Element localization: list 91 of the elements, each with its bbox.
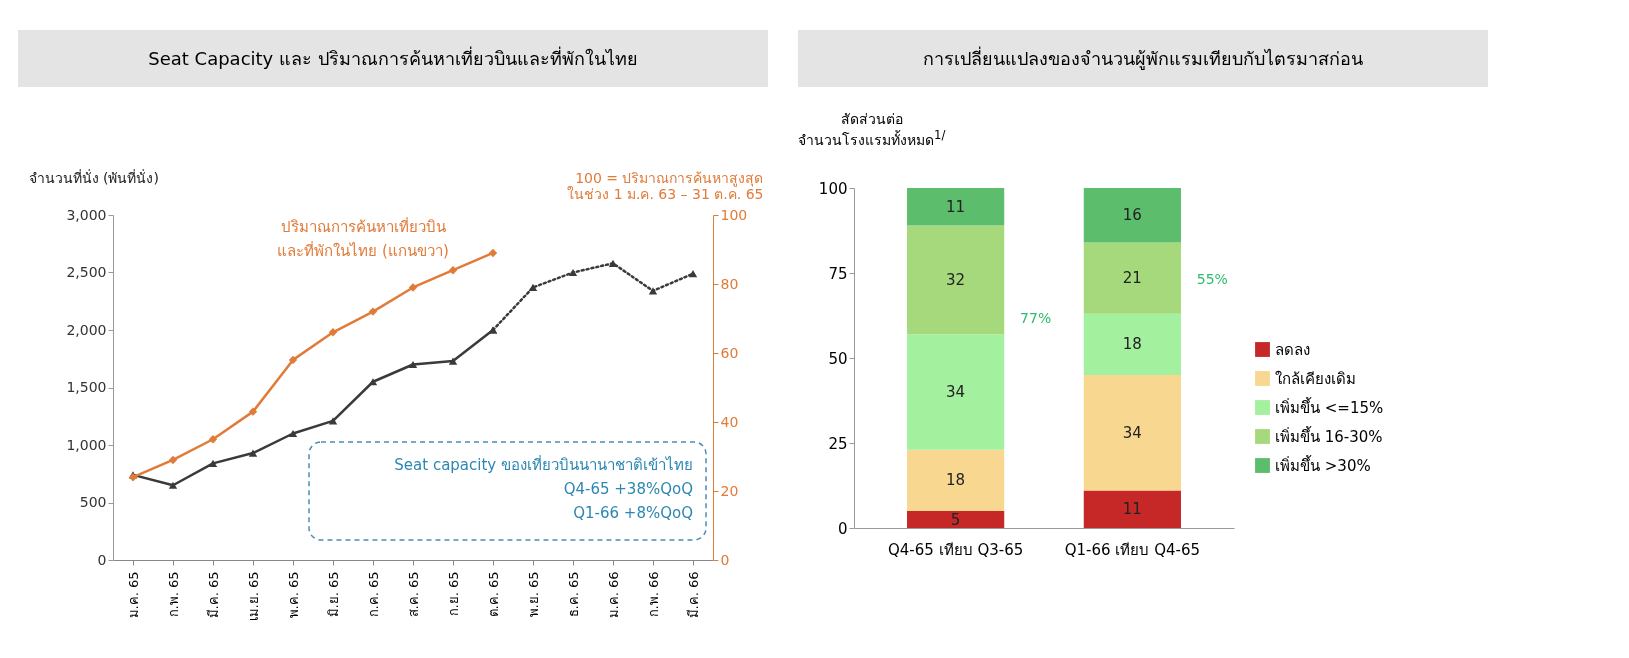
y-tick-label: 500: [79, 494, 107, 510]
y2-tick-label: 20: [720, 482, 739, 499]
y-tick-label: 0: [97, 551, 107, 568]
annotation: Q1-66 +8%QoQ: [573, 504, 693, 522]
bar: [907, 225, 1005, 335]
data-label: 18: [946, 471, 966, 490]
y2-tick-label: 60: [720, 344, 739, 361]
bar: [907, 334, 1005, 450]
y2-tick-label: 80: [720, 275, 739, 292]
x-tick-label: ม.ค. 66: [605, 571, 621, 619]
bar: [1083, 375, 1181, 491]
point: [568, 268, 578, 277]
y2-tick-label: 0: [720, 551, 730, 568]
x-tick-label: พ.ย. 65: [525, 571, 541, 618]
data-label: 32: [946, 270, 966, 289]
y-tick-label: 50: [828, 349, 848, 368]
point: [448, 266, 458, 275]
y-tick-label: 0: [837, 519, 848, 538]
y-tick-label: 100: [818, 179, 848, 198]
point: [168, 455, 178, 465]
x-tick-label: ก.ค. 65: [365, 571, 381, 618]
y2-tick-label: 100: [720, 206, 748, 223]
data-label: 34: [946, 383, 966, 401]
bar: [907, 188, 1005, 226]
point: [368, 378, 378, 386]
chart-title: Seat Capacity และ ปริมาณการค้นหาเที่ยวบินและที่พักในไทย: [18, 30, 768, 87]
point: [448, 357, 458, 365]
data-label: 11: [946, 197, 966, 216]
point: [288, 429, 298, 438]
data-label: 16: [1122, 206, 1142, 225]
legend-label: ลดลง: [1275, 340, 1310, 359]
x-tick-label: ส.ค. 65: [405, 571, 421, 618]
x-tick-label: ธ.ค. 65: [565, 571, 581, 618]
legend-label: เพิ่มขึ้น 16-30%: [1275, 425, 1383, 446]
x-tick-label: มิ.ย. 65: [325, 571, 341, 618]
point: [648, 287, 658, 295]
bar: [1083, 490, 1181, 528]
x-tick-label: พ.ค. 65: [285, 571, 301, 619]
point: [408, 283, 418, 292]
y-tick-label: 1,500: [66, 379, 107, 395]
point: [248, 449, 258, 457]
point: [208, 459, 218, 468]
x-tick-label: Q4-65 เทียบ Q3-65: [888, 540, 1024, 559]
annotation: Seat capacity ของเที่ยวบินนานาชาติเข้าไทย: [394, 454, 693, 474]
point: [688, 270, 698, 278]
legend-label: ใกล้เคียงเดิม: [1275, 369, 1356, 388]
point: [408, 360, 418, 369]
point: [368, 307, 378, 316]
y-tick-label: 1,000: [66, 436, 107, 453]
data-label: 18: [1122, 335, 1142, 354]
data-label: 34: [1122, 423, 1142, 442]
bar: [1083, 188, 1181, 243]
legend-label: เพิ่มขึ้น <=15%: [1275, 396, 1384, 417]
annotation: 55%: [1196, 270, 1228, 287]
data-label: 5: [950, 510, 961, 529]
y-tick-label: 2,000: [66, 321, 107, 338]
point: [248, 407, 258, 416]
x-tick-label: มี.ค. 66: [685, 571, 701, 619]
bar: [1083, 313, 1181, 375]
point: [208, 435, 218, 444]
x-tick-label: ม.ค. 65: [125, 571, 141, 619]
x-tick-label: ต.ค. 65: [485, 571, 501, 618]
chart-title: การเปลี่ยนแปลงของจำนวนผู้พักแรมเทียบกับไตรมาสก่อน: [798, 30, 1488, 87]
x-tick-label: ก.พ. 65: [165, 571, 181, 618]
point: [328, 328, 338, 337]
legend-label: เพิ่มขึ้น >30%: [1275, 454, 1371, 475]
x-tick-label: มี.ค. 65: [205, 571, 221, 619]
y-tick-label: 3,000: [66, 206, 107, 223]
point: [528, 283, 538, 292]
x-tick-label: Q1-66 เทียบ Q4-65: [1064, 540, 1200, 559]
x-tick-label: ก.พ. 66: [645, 571, 661, 618]
data-label: 11: [1122, 500, 1142, 519]
data-label: 21: [1122, 269, 1142, 288]
annotation: Q4-65 +38%QoQ: [563, 480, 693, 498]
y-axis-title: จำนวนที่นั่ง (พันที่นั่ง): [28, 168, 159, 186]
point: [168, 481, 178, 489]
y-tick-label: 75: [828, 264, 848, 283]
bar: [1083, 242, 1181, 314]
x-tick-label: เม.ย. 65: [245, 571, 261, 622]
point: [488, 248, 498, 258]
y-axis-title: สัดส่วนต่อ จำนวนโรงแรมทั้งหมด$^{1/}$: [798, 110, 946, 150]
annotation: 77%: [1020, 309, 1052, 326]
series-label: ปริมาณการค้นหาเที่ยวบิน และที่พักในไทย (แกนขวา): [277, 216, 449, 260]
x-tick-label: ก.ย. 65: [445, 571, 461, 617]
y2-tick-label: 40: [720, 413, 739, 430]
y-tick-label: 2,500: [66, 264, 107, 280]
point: [288, 355, 298, 365]
y2-axis-title: 100 = ปริมาณการค้นหาสูงสุด ในช่วง 1 ม.ค. 63 – 31 ต.ค. 65: [567, 169, 764, 202]
y-tick-label: 25: [828, 434, 848, 453]
bar: [907, 511, 1005, 528]
bar: [907, 449, 1005, 511]
